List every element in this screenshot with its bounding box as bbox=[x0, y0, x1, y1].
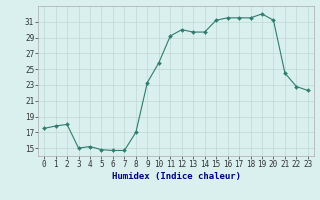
X-axis label: Humidex (Indice chaleur): Humidex (Indice chaleur) bbox=[111, 172, 241, 181]
